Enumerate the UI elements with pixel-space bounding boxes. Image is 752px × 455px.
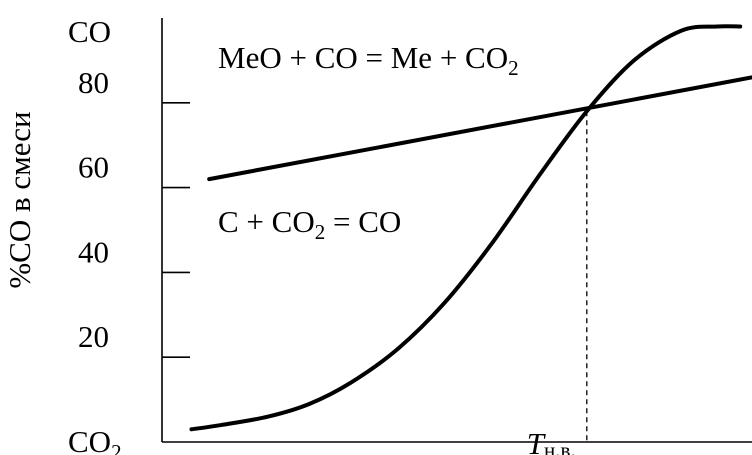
- y-bottom-label-sub: 2: [111, 440, 122, 455]
- y-ticks: [162, 102, 190, 359]
- y-tick-label-20: 20: [78, 319, 109, 354]
- y-tick-label-80: 80: [78, 65, 109, 100]
- y-tick-labels: 20 40 60 80: [78, 65, 109, 354]
- y-tick-label-60: 60: [78, 150, 109, 185]
- y-bottom-label: CO2: [68, 424, 122, 455]
- critical-point-label: Tн.в.: [527, 426, 576, 455]
- series-label-boudouard-sub: 2: [315, 220, 326, 244]
- y-top-label: CO: [68, 14, 111, 49]
- series-label-reduction-sub: 2: [508, 56, 519, 80]
- series-line-boudouard: [189, 24, 743, 432]
- y-axis-title: %CO в смеси: [2, 111, 37, 288]
- critical-point-label-sub: н.в.: [544, 438, 576, 455]
- series-label-reduction: MeO + CO = Me + CO2: [218, 40, 519, 80]
- series-line-reduction: [207, 75, 752, 182]
- y-tick-label-40: 40: [78, 234, 109, 269]
- series-label-boudouard: C + CO2 = CO: [218, 204, 401, 244]
